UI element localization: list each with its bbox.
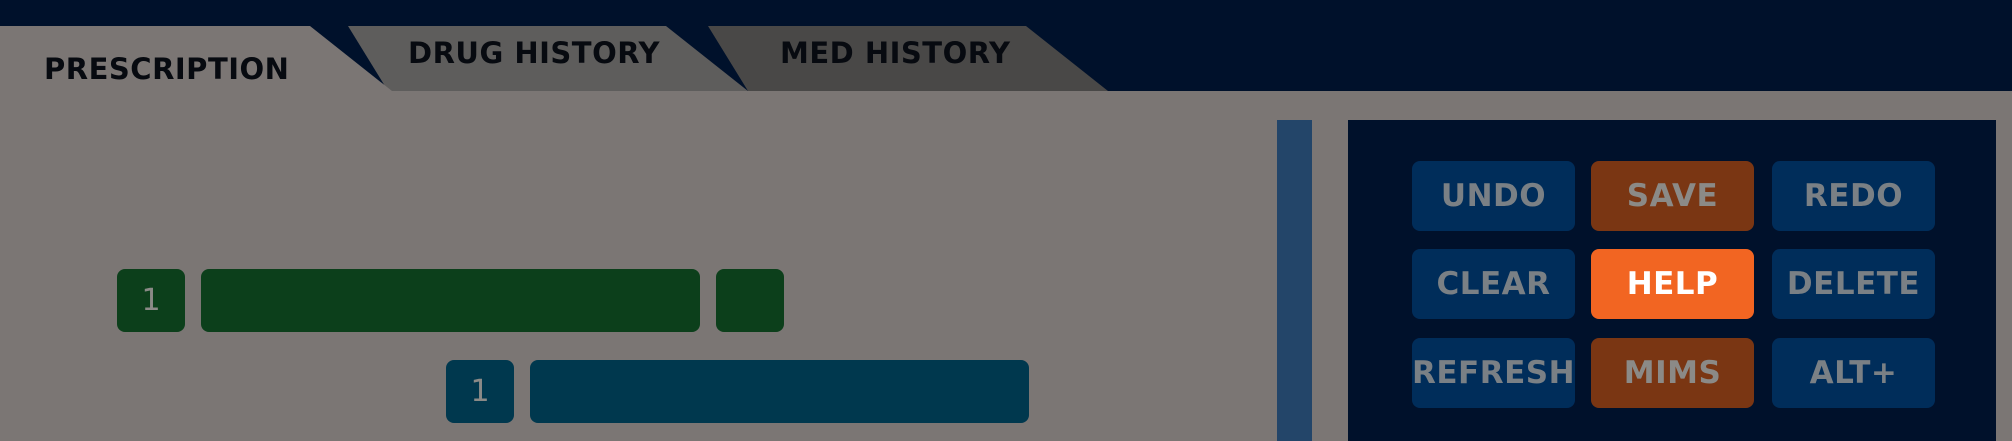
item-1-action[interactable] — [716, 269, 784, 332]
delete-button[interactable]: DELETE — [1772, 249, 1935, 319]
tab-drug-history-shape — [348, 26, 748, 91]
undo-button[interactable]: UNDO — [1412, 161, 1575, 231]
tab-prescription[interactable]: PRESCRIPTION — [0, 26, 392, 91]
alt-button[interactable]: ALT+ — [1772, 338, 1935, 408]
redo-button[interactable]: REDO — [1772, 161, 1935, 231]
tab-prescription-label: PRESCRIPTION — [44, 51, 290, 86]
save-button[interactable]: SAVE — [1591, 161, 1754, 231]
refresh-button[interactable]: REFRESH — [1412, 338, 1575, 408]
tab-drug-history[interactable]: DRUG HISTORY — [348, 26, 748, 91]
tab-med-history-label: MED HISTORY — [780, 35, 1011, 70]
help-button[interactable]: HELP — [1591, 249, 1754, 319]
clear-button[interactable]: CLEAR — [1412, 249, 1575, 319]
item-1-field[interactable] — [201, 269, 700, 332]
mims-button[interactable]: MIMS — [1591, 338, 1754, 408]
tab-med-history-shape — [708, 26, 1108, 91]
item-2-field[interactable] — [530, 360, 1029, 423]
item-1-number[interactable]: 1 — [117, 269, 185, 332]
tab-drug-history-label: DRUG HISTORY — [408, 35, 660, 70]
tab-prescription-shape — [0, 26, 392, 91]
action-panel: UNDO SAVE REDO CLEAR HELP DELETE REFRESH… — [1348, 120, 1996, 441]
item-2-number[interactable]: 1 — [446, 360, 514, 423]
tab-med-history[interactable]: MED HISTORY — [708, 26, 1108, 91]
scrollbar[interactable] — [1277, 120, 1312, 441]
